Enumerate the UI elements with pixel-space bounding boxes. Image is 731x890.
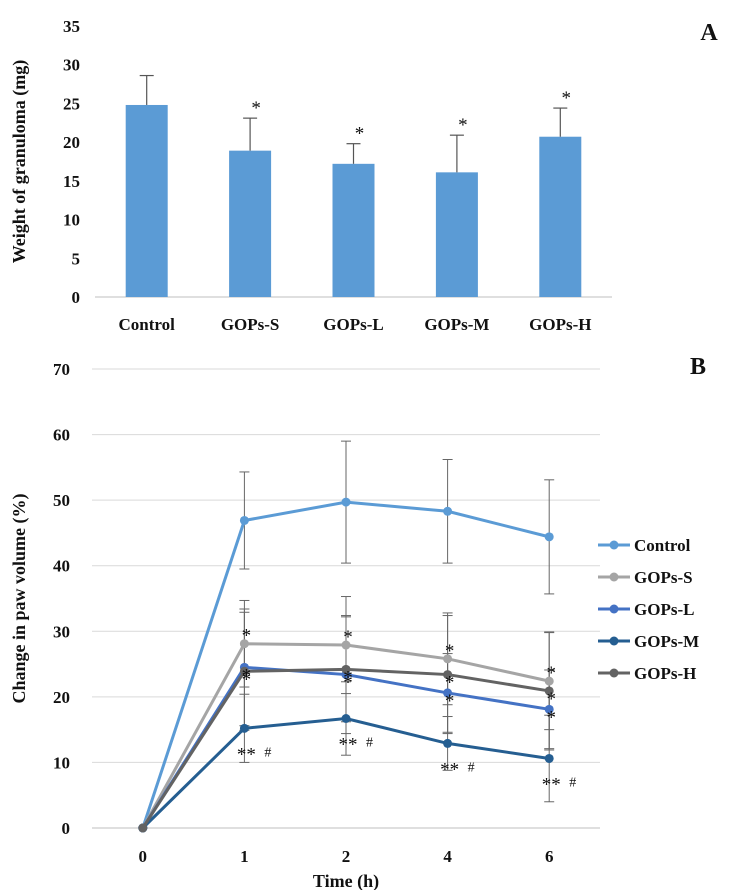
y-tick-label: 50 [53, 491, 70, 510]
y-tick-label: 35 [63, 17, 80, 36]
y-tick-label: 0 [72, 288, 81, 307]
significance-marker: * [546, 689, 556, 710]
x-tick-label: Control [119, 315, 176, 334]
point-gops-m [544, 753, 554, 763]
legend-label-gops-h: GOPs-H [634, 664, 696, 683]
panel-label-a: A [700, 20, 718, 46]
significance-marker: * [242, 626, 252, 647]
x-tick-label: GOPs-S [221, 315, 280, 334]
point-control [341, 497, 351, 507]
significance-marker: * [242, 669, 252, 690]
y-tick-label: 0 [62, 819, 71, 838]
significance-hash: # [569, 775, 576, 790]
y-tick-label: 10 [63, 211, 80, 230]
point-gops-s [443, 654, 453, 664]
x-tick-label: GOPs-L [323, 315, 383, 334]
bar-gops-h [539, 136, 582, 297]
x-tick-label: 0 [139, 847, 148, 866]
panel-a: A 0 5 10 15 20 25 30 35 Weight of granuloma (mg) C… [9, 17, 718, 334]
significance-marker: * [458, 115, 468, 136]
point-gops-h [341, 664, 351, 674]
point-gops-h [544, 686, 554, 696]
y-tick-label: 25 [63, 94, 80, 113]
significance-marker: * [445, 673, 455, 694]
y-tick-label: 15 [63, 172, 80, 191]
y-tick-label: 30 [53, 622, 70, 641]
point-control [443, 506, 453, 516]
y-tick-label: 40 [53, 557, 70, 576]
point-gops-l [443, 688, 453, 698]
point-control [239, 515, 249, 525]
x-axis-title: Time (h) [313, 871, 379, 890]
legend-marker-control [609, 540, 619, 550]
x-tick-label: 4 [443, 847, 452, 866]
significance-hash: # [264, 745, 271, 760]
bar-gops-l [332, 163, 375, 297]
significance-marker: * [343, 673, 353, 694]
y-axis-title: Change in paw volume (%) [9, 493, 30, 703]
point-gops-m [341, 713, 351, 723]
point-gops-h [239, 666, 249, 676]
point-control [544, 532, 554, 542]
x-tick-label: GOPs-H [529, 315, 591, 334]
significance-marker: ** [339, 734, 358, 755]
y-tick-label: 60 [53, 426, 70, 445]
legend-marker-gops-l [609, 604, 619, 614]
y-tick-label: 20 [53, 688, 70, 707]
significance-hash: # [468, 760, 475, 775]
significance-marker: * [445, 691, 455, 712]
significance-hash: # [366, 735, 373, 750]
significance-marker: * [546, 707, 556, 728]
y-tick-label: 10 [53, 753, 70, 772]
legend-marker-gops-h [609, 668, 619, 678]
bar-control [125, 104, 168, 297]
legend-marker-gops-s [609, 572, 619, 582]
significance-marker: * [343, 627, 353, 648]
legend-label-gops-m: GOPs-M [634, 632, 699, 651]
significance-marker: * [251, 98, 261, 119]
point-gops-h [443, 670, 453, 680]
bar-gops-s [229, 150, 272, 297]
legend: Control GOPs-S GOPs-L GOPs-M GOPs-H [598, 536, 699, 683]
legend-label-control: Control [634, 536, 691, 555]
x-tick-label: 2 [342, 847, 351, 866]
significance-marker: ** [542, 774, 561, 795]
legend-label-gops-s: GOPs-S [634, 568, 693, 587]
point-gops-m [239, 723, 249, 733]
panel-label-b: B [690, 354, 706, 380]
legend-marker-gops-m [609, 636, 619, 646]
x-tick-label: GOPs-M [424, 315, 489, 334]
point-gops-l [544, 704, 554, 714]
point-gops-s [341, 640, 351, 650]
significance-marker: * [562, 88, 572, 109]
point-gops-s [239, 639, 249, 649]
point-gops-s [544, 676, 554, 686]
y-tick-label: 20 [63, 133, 80, 152]
significance-marker: * [242, 665, 252, 686]
significance-marker: * [355, 124, 365, 145]
significance-marker: * [343, 667, 353, 688]
significance-marker: * [546, 663, 556, 684]
bar-gops-m [435, 172, 478, 297]
x-tick-label: 6 [545, 847, 554, 866]
point-gops-m [443, 738, 453, 748]
y-tick-label: 30 [63, 56, 80, 75]
significance-marker: * [445, 641, 455, 662]
x-tick-label: 1 [240, 847, 249, 866]
significance-marker: ** [237, 744, 256, 765]
significance-marker: ** [440, 759, 459, 780]
y-tick-label: 5 [72, 249, 81, 268]
y-tick-label: 70 [53, 360, 70, 379]
legend-label-gops-l: GOPs-L [634, 600, 694, 619]
y-axis-title: Weight of granuloma (mg) [9, 60, 30, 263]
point-gops-h [138, 823, 148, 833]
